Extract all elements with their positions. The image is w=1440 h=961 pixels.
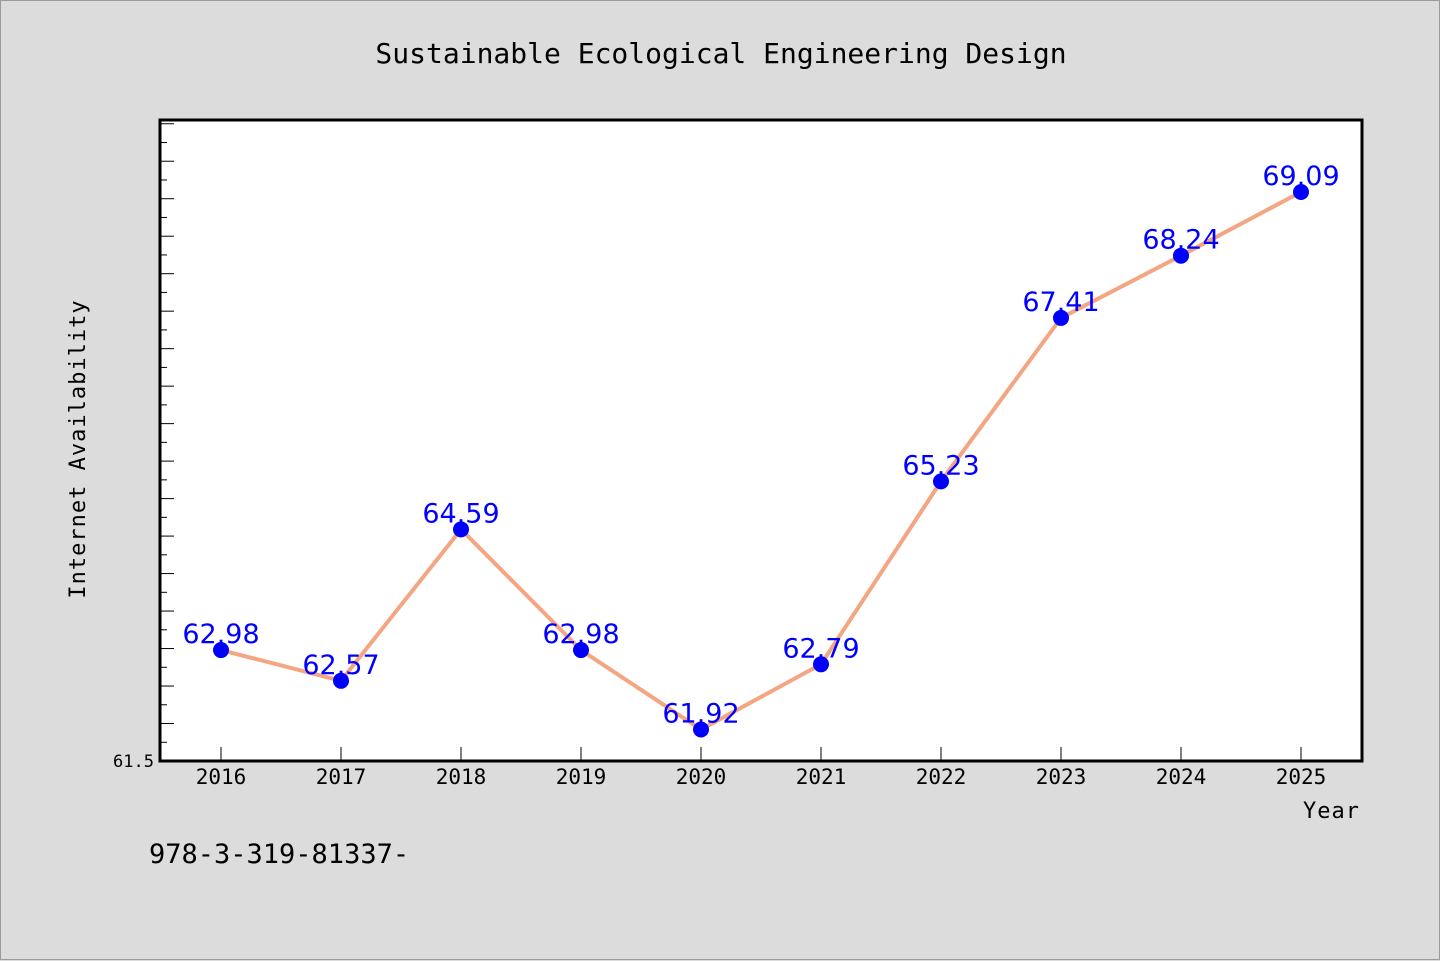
footer-isbn: 978-3-319-81337- [149, 839, 409, 870]
data-label: 62.79 [782, 633, 859, 664]
data-point-marker [1053, 309, 1069, 326]
data-label: 67.41 [1022, 287, 1099, 318]
series-group: 62.98 62.57 64.59 62.98 61.92 62.79 65.23 67.41… [182, 161, 1340, 738]
data-point-marker [573, 642, 589, 659]
data-point-marker [453, 521, 469, 538]
chart-title: Sustainable Ecological Engineering Desig… [375, 37, 1066, 70]
series-line [220, 190, 1302, 732]
data-point-marker [693, 721, 709, 738]
y-axis-min-label: 61.5 [113, 752, 154, 772]
data-point-marker [213, 642, 229, 659]
data-label: 62.57 [302, 650, 379, 681]
y-axis-ticks [160, 123, 174, 743]
x-tick-label: 2024 [1156, 765, 1207, 789]
data-point-marker [1173, 247, 1189, 264]
x-tick-label: 2018 [436, 765, 487, 789]
x-tick-label: 2022 [916, 765, 967, 789]
x-tick-label: 2023 [1036, 765, 1087, 789]
data-label: 64.59 [422, 498, 499, 529]
x-tick-label: 2019 [556, 765, 607, 789]
x-tick-label: 2025 [1276, 765, 1327, 789]
data-point-marker [1293, 183, 1309, 200]
data-point-marker [813, 656, 829, 673]
x-tick-label: 2016 [196, 765, 247, 789]
y-axis-label: Internet Availability [66, 299, 91, 598]
data-label: 69.09 [1262, 161, 1339, 192]
x-tick-label: 2017 [316, 765, 367, 789]
data-label: 62.98 [542, 619, 619, 650]
x-tick-label: 2021 [796, 765, 847, 789]
data-label: 61.92 [662, 699, 739, 730]
data-point-marker [333, 672, 349, 689]
x-tick-label: 2020 [676, 765, 727, 789]
x-axis-ticks [220, 747, 1302, 761]
data-label: 65.23 [902, 450, 979, 481]
x-axis-label: Year [1303, 799, 1360, 824]
x-axis-tick-labels: 2016 2017 2018 2019 2020 2021 2022 2023 2024 2025 [196, 765, 1327, 789]
data-point-marker [933, 473, 949, 490]
data-label: 62.98 [182, 619, 259, 650]
data-label: 68.24 [1142, 225, 1219, 256]
